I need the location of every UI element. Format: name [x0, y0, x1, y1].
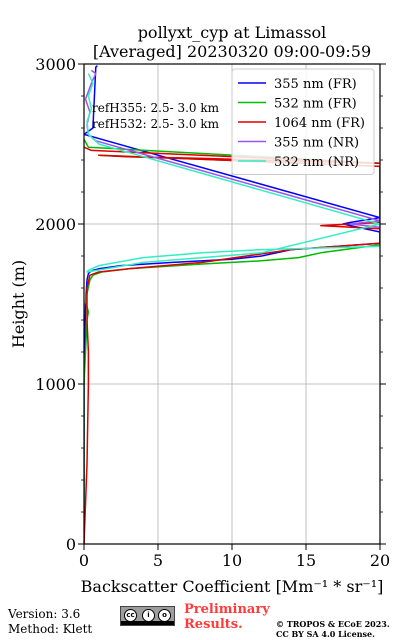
y-tick-label: 1000: [35, 375, 76, 394]
x-tick-label: 10: [222, 551, 242, 570]
x-axis-label: Backscatter Coefficient [Mm⁻¹ * sr⁻¹]: [81, 577, 384, 596]
chart-title: pollyxt_cyp at Limassol: [138, 23, 327, 42]
series-line-0: [84, 65, 380, 544]
chart-subtitle: [Averaged] 20230320 09:00-09:59: [93, 42, 371, 61]
legend-label-4: 532 nm (NR): [274, 155, 359, 170]
preliminary-line1: Preliminary: [184, 602, 270, 617]
copyright-line2: CC BY SA 4.0 License.: [276, 629, 375, 639]
x-tick-label: 5: [153, 551, 163, 570]
y-tick-label: 0: [66, 535, 76, 554]
series-line-4: [86, 73, 380, 273]
copyright-notice: © TROPOS & ECoE 2023. CC BY SA 4.0 Licen…: [276, 619, 390, 639]
axis-ticks: 0 5 10 15 20 0 1000 2000 3000: [35, 55, 390, 570]
annotation-refh532: refH532: 2.5- 3.0 km: [92, 117, 220, 131]
y-axis-label: Height (m): [9, 260, 28, 348]
badge-strip: [121, 621, 174, 625]
version-text: Version: 3.6: [8, 607, 81, 621]
legend-box: [231, 68, 375, 175]
series-line-2: [84, 146, 380, 544]
footer-info: Version: 3.6 Method: Klett: [8, 607, 92, 637]
preliminary-notice: Preliminary Results.: [184, 602, 270, 632]
legend: 355 nm (FR) 532 nm (FR) 1064 nm (FR) 355 nm…: [231, 68, 375, 175]
copyright-line1: © TROPOS & ECoE 2023.: [276, 619, 390, 629]
legend-label-1: 532 nm (FR): [274, 97, 357, 112]
annotation-refh355: refH355: 2.5- 3.0 km: [92, 101, 220, 115]
x-tick-label: 20: [370, 551, 390, 570]
cc-license-badge: cc i o: [120, 606, 175, 626]
legend-label-0: 355 nm (FR): [274, 77, 357, 92]
method-text: Method: Klett: [8, 622, 93, 636]
x-tick-label: 0: [79, 551, 89, 570]
y-tick-label: 2000: [35, 215, 76, 234]
legend-label-2: 1064 nm (FR): [274, 116, 365, 131]
y-tick-label: 3000: [35, 55, 76, 74]
series-lines: [84, 65, 380, 544]
legend-label-3: 355 nm (NR): [274, 136, 359, 151]
preliminary-line2: Results.: [184, 617, 243, 632]
x-tick-label: 15: [296, 551, 316, 570]
